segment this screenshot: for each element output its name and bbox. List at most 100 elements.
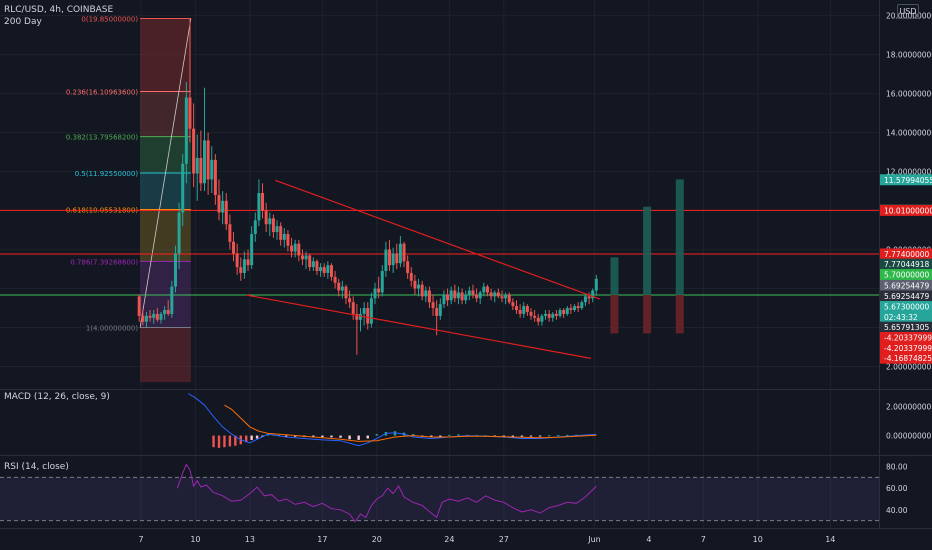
macd-histogram-bar bbox=[339, 435, 342, 438]
price-label-text: 7.77400000 bbox=[884, 250, 930, 259]
price-tick-label: 16.00000000 bbox=[886, 90, 932, 99]
candle-body bbox=[166, 310, 170, 314]
candle-body bbox=[264, 210, 268, 225]
candle-body bbox=[348, 298, 352, 303]
candle-body bbox=[573, 306, 577, 311]
candle-body bbox=[449, 290, 453, 301]
candle-body bbox=[380, 271, 384, 293]
candle-body bbox=[489, 292, 493, 297]
price-label-text: 10.01000000 bbox=[884, 206, 932, 215]
price-label-text: 02:43:32 bbox=[884, 313, 918, 322]
rsi-tick-label: 60.00 bbox=[886, 484, 908, 493]
price-label-text: 11.57994055 bbox=[884, 176, 932, 185]
falling-wedge[interactable] bbox=[246, 179, 601, 359]
candle-body bbox=[551, 313, 555, 318]
candle-body bbox=[275, 226, 279, 233]
candle-body bbox=[565, 308, 569, 314]
candle-body bbox=[417, 284, 421, 289]
macd-tick-label: 0.00000000 bbox=[886, 432, 932, 441]
price-label-badge bbox=[880, 269, 932, 281]
candle-body bbox=[456, 292, 460, 299]
candle-body bbox=[467, 290, 471, 295]
macd-histogram-bar bbox=[547, 435, 551, 437]
candle-body bbox=[529, 311, 533, 316]
rsi-line bbox=[176, 463, 597, 523]
macd-histogram-bar bbox=[321, 435, 324, 438]
candle-body bbox=[173, 253, 177, 287]
ma-indicator-label[interactable]: 200 Day bbox=[4, 17, 42, 27]
fib-level-label: 0.786(7.39268600) bbox=[70, 258, 138, 266]
macd-histogram-bar bbox=[538, 435, 542, 437]
candle-body bbox=[395, 253, 399, 264]
symbol-title[interactable]: RLC/USD, 4h, COINBASE bbox=[4, 5, 114, 15]
wedge-lower-trendline bbox=[246, 294, 591, 359]
candle-body bbox=[398, 243, 402, 264]
candle-body bbox=[250, 233, 254, 266]
projection-target-box bbox=[643, 206, 652, 295]
chart-legend: RLC/USD, 4h, COINBASE 200 Day bbox=[4, 4, 113, 28]
candle-body bbox=[594, 278, 598, 291]
projection-boxes[interactable] bbox=[610, 179, 684, 334]
macd-histogram-bar bbox=[502, 435, 505, 437]
macd-histogram-bar bbox=[557, 435, 560, 437]
candle-body bbox=[351, 302, 355, 314]
macd-histogram-bar bbox=[484, 435, 487, 437]
projection-stop-box bbox=[610, 294, 619, 334]
rsi-title[interactable]: RSI (14, close) bbox=[4, 462, 69, 472]
price-label-text: 5.67300000 bbox=[884, 303, 930, 312]
candle-body bbox=[206, 140, 210, 180]
time-tick-label: 10 bbox=[753, 535, 763, 544]
currency-button[interactable]: USD bbox=[897, 4, 919, 19]
macd-title[interactable]: MACD (12, 26, close, 9) bbox=[4, 392, 110, 402]
time-axis[interactable]: 7 10 13 17 20 24 27 Jun 4 7 10 14 bbox=[138, 535, 835, 544]
candle-body bbox=[413, 280, 417, 289]
price-label-text: 5.69254479 bbox=[884, 292, 930, 301]
price-labels: 11.5799405510.0561440010.010000007.77400… bbox=[880, 174, 932, 364]
candle-body bbox=[235, 253, 239, 268]
candle-body bbox=[406, 261, 410, 273]
macd-histogram-bar bbox=[255, 435, 259, 439]
macd-pane[interactable]: 2.00000000 0.00000000 bbox=[187, 393, 932, 448]
price-label-badge bbox=[880, 332, 932, 344]
candle-body bbox=[355, 313, 359, 320]
candle-body bbox=[311, 261, 315, 268]
candle-body bbox=[340, 286, 344, 291]
candle-body bbox=[152, 313, 156, 318]
time-tick-label: 14 bbox=[825, 535, 835, 544]
candle-body bbox=[358, 313, 362, 320]
candle-body bbox=[337, 282, 341, 291]
horizontal-lines[interactable] bbox=[0, 209, 879, 296]
candle-body bbox=[210, 159, 214, 180]
candle-body bbox=[391, 253, 395, 266]
candle-body bbox=[239, 267, 243, 273]
candle-body bbox=[536, 317, 540, 322]
projection-target-box bbox=[675, 179, 684, 295]
candle-body bbox=[576, 306, 580, 309]
projection-stop-box bbox=[675, 294, 684, 334]
candle-body bbox=[322, 267, 326, 273]
time-tick-label: 27 bbox=[499, 535, 509, 544]
time-tick-label: 10 bbox=[190, 535, 200, 544]
candle-body bbox=[333, 276, 337, 283]
candle-body bbox=[388, 249, 392, 266]
candle-body bbox=[493, 292, 497, 297]
candle-body bbox=[293, 243, 297, 252]
candle-body bbox=[257, 193, 261, 221]
candle-body bbox=[518, 310, 522, 314]
price-label-text: 5.65791305 bbox=[884, 323, 930, 332]
candle-body bbox=[228, 224, 232, 242]
macd-histogram-bar bbox=[250, 435, 253, 440]
candle-body bbox=[141, 315, 145, 322]
price-label-badge bbox=[880, 174, 932, 186]
fib-trend-line bbox=[139, 18, 192, 328]
candle-body bbox=[242, 259, 246, 273]
candle-body bbox=[268, 218, 272, 225]
fib-zone bbox=[140, 18, 191, 92]
candle-body bbox=[163, 310, 167, 314]
rsi-pane[interactable]: 80.00 60.00 40.00 bbox=[0, 463, 908, 523]
candle-body bbox=[533, 315, 537, 318]
time-tick-label: 7 bbox=[701, 535, 706, 544]
time-tick-label: 24 bbox=[444, 535, 454, 544]
candle-body bbox=[282, 233, 286, 240]
